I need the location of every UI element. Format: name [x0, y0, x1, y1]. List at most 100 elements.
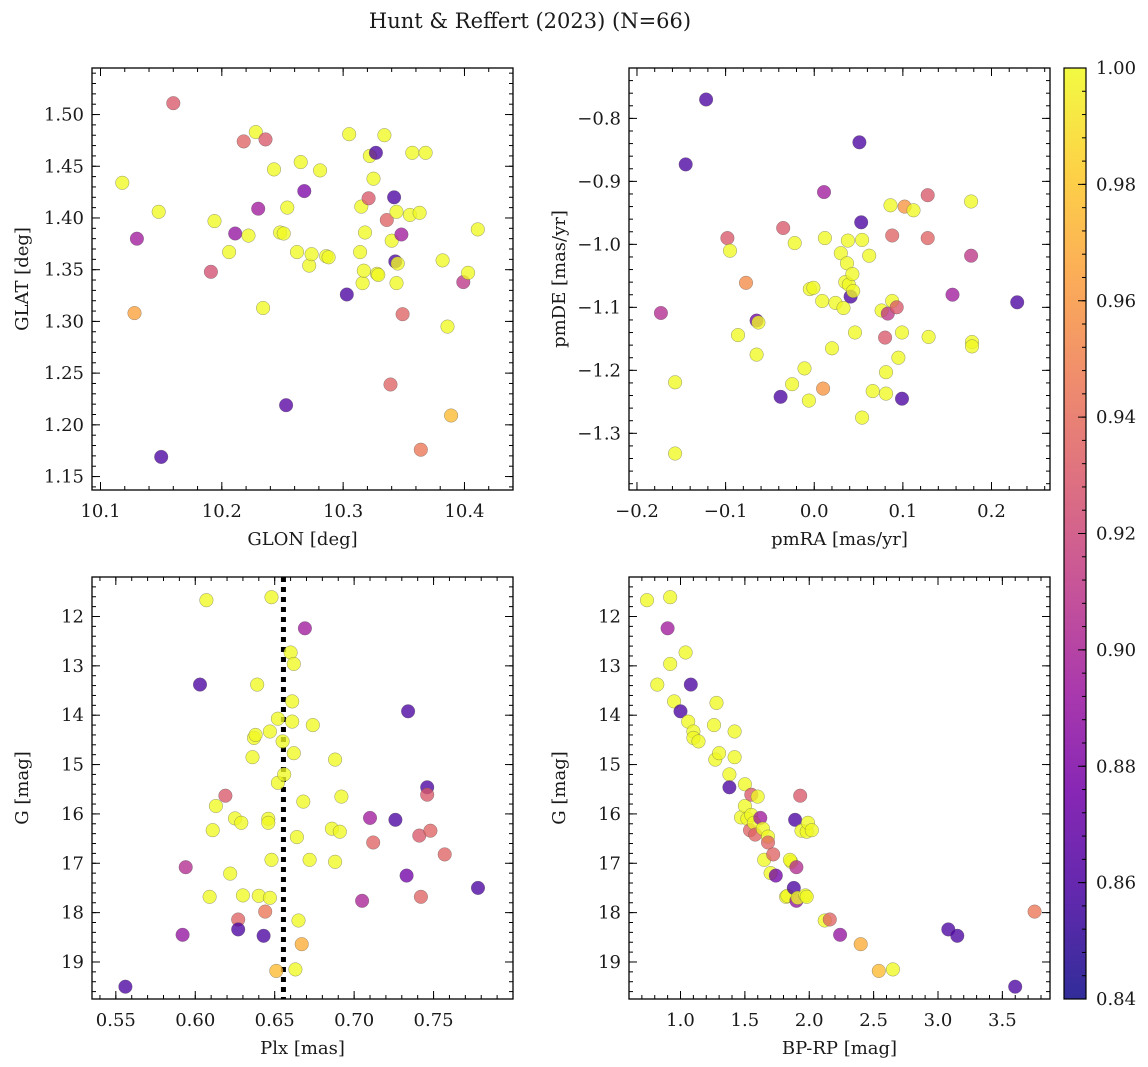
data-point	[339, 287, 354, 302]
data-point	[699, 92, 714, 107]
data-point	[418, 145, 433, 160]
y-tick-label: 1.40	[44, 208, 84, 229]
colorbar-tick-label: 0.88	[1096, 756, 1136, 777]
colorbar-tick-label: 0.98	[1096, 174, 1136, 195]
data-point	[356, 263, 371, 278]
data-point	[663, 590, 678, 605]
y-tick-label: 16	[598, 804, 621, 825]
y-tick-label: −1.3	[577, 423, 621, 444]
data-point	[891, 350, 906, 365]
data-point	[258, 904, 273, 919]
y-tick-label: 13	[61, 656, 84, 677]
y-tick-label: 1.50	[44, 105, 84, 126]
data-point	[223, 866, 238, 881]
data-point	[806, 280, 821, 295]
data-point	[865, 384, 880, 399]
data-point	[264, 590, 279, 605]
scatter-panel-4: 1.0 1.5 2.0 2.5 3.0 3.5 12 13 14 15 16 17 18 19 BP-RP …	[549, 576, 1051, 1059]
data-point	[203, 264, 218, 279]
data-point	[847, 325, 863, 340]
x-tick-label: 3.5	[988, 1010, 1017, 1031]
y-tick-label: −0.9	[577, 171, 621, 192]
data-point	[248, 727, 263, 742]
x-tick-label: 0.2	[977, 501, 1006, 522]
y-tick-label: 15	[598, 755, 621, 776]
x-tick-label: 3.0	[924, 1010, 953, 1031]
points	[639, 590, 1042, 994]
x-tick-label: 0.75	[414, 1010, 454, 1031]
y-tick-label: −1.2	[577, 360, 621, 381]
data-point	[776, 220, 791, 236]
data-point	[749, 347, 764, 362]
data-point	[313, 163, 328, 178]
x-axis-label: pmRA [mas/yr]	[771, 529, 908, 550]
data-point	[920, 231, 935, 246]
x-tick-label: 10.3	[323, 501, 363, 522]
colorbar-tick-label: 0.84	[1096, 989, 1136, 1010]
x-tick-label: 0.65	[255, 1010, 295, 1031]
data-point	[296, 794, 311, 809]
data-point	[846, 283, 861, 299]
y-tick-label: −1.1	[577, 297, 621, 318]
scatter-panel-3: 0.55 0.60 0.65 0.70 0.75 12 13 14 15 16 17 18 19 Plx …	[12, 576, 514, 1059]
data-point	[248, 125, 263, 140]
y-tick-label: 14	[598, 705, 621, 726]
data-point	[401, 704, 416, 719]
data-point	[787, 236, 802, 251]
data-point	[285, 694, 300, 709]
data-point	[751, 315, 766, 330]
data-point	[889, 300, 904, 315]
data-point	[208, 798, 223, 814]
data-point	[377, 128, 392, 143]
y-tick-label: 1.30	[44, 311, 84, 332]
data-point	[906, 203, 921, 218]
data-point	[293, 155, 308, 170]
data-point	[461, 265, 476, 280]
data-point	[166, 96, 181, 111]
data-point	[266, 162, 282, 177]
y-tick-label: 1.35	[44, 260, 84, 281]
scatter-panel-1: 10.1 10.2 10.3 10.4 1.15 1.20 1.25 1.30 1.35 1.40…	[12, 67, 514, 550]
y-tick-label: 1.15	[44, 467, 84, 488]
data-point	[691, 734, 706, 749]
data-point	[361, 191, 376, 206]
data-point	[256, 928, 271, 943]
panels: 10.1 10.2 10.3 10.4 1.15 1.20 1.25 1.30 1.35 1.40…	[12, 67, 1051, 1059]
data-point	[199, 593, 214, 608]
data-point	[885, 228, 900, 243]
data-point	[668, 446, 683, 461]
data-point	[236, 134, 251, 149]
data-point	[653, 305, 668, 321]
data-point	[270, 711, 285, 726]
data-point	[945, 287, 960, 302]
data-point	[706, 718, 722, 733]
data-point	[833, 927, 848, 942]
data-point	[883, 198, 898, 213]
colorbar-tick-label: 0.94	[1096, 407, 1136, 428]
data-point	[250, 677, 265, 692]
figure-title: Hunt & Reffert (2023) (N=66)	[369, 9, 691, 33]
data-point	[797, 361, 812, 376]
plot-frame	[91, 67, 514, 491]
data-point	[793, 788, 808, 803]
data-point	[722, 780, 737, 795]
y-axis-label: GLAT [deg]	[12, 227, 33, 331]
x-tick-label: 1.0	[666, 1010, 695, 1031]
data-point	[342, 127, 357, 142]
x-tick-label: 10.2	[202, 501, 242, 522]
data-point	[894, 325, 910, 340]
data-point	[305, 718, 320, 733]
data-point	[667, 694, 682, 709]
data-point	[663, 656, 678, 671]
data-point	[878, 330, 893, 345]
data-point	[151, 204, 166, 219]
data-point	[285, 714, 300, 729]
x-tick-label: 10.4	[444, 501, 484, 522]
data-point	[712, 746, 727, 761]
data-point	[862, 248, 877, 263]
y-tick-label: 18	[61, 903, 84, 924]
data-point	[722, 243, 738, 258]
data-point	[420, 787, 435, 802]
data-point	[129, 231, 144, 246]
data-point	[207, 214, 222, 229]
